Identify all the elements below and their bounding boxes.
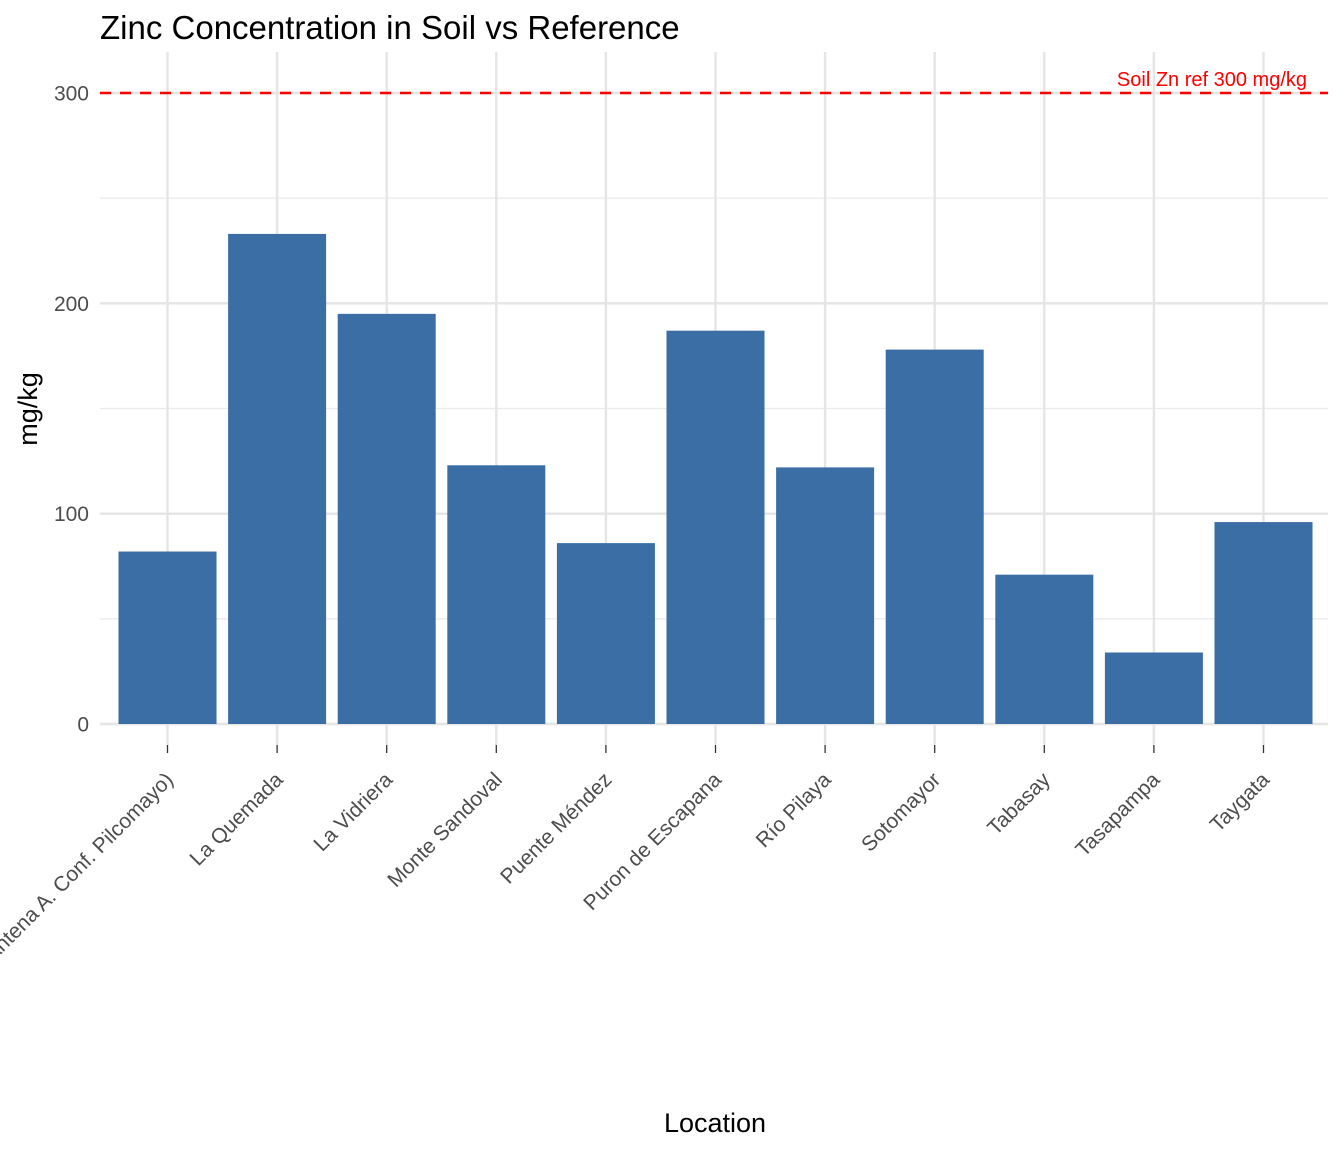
reference-line-label: Soil Zn ref 300 mg/kg [1117, 69, 1307, 91]
x-tick-label: Puente Méndez [496, 768, 616, 888]
y-tick-label: 0 [77, 714, 89, 737]
y-tick-label: 300 [54, 83, 89, 106]
y-tick-label: 200 [54, 293, 89, 316]
x-tick-label: Río Pilaya [752, 768, 836, 852]
y-tick-label: 100 [54, 503, 89, 526]
reference-line-group: Soil Zn ref 300 mg/kg [100, 69, 1328, 95]
bar [776, 467, 875, 724]
x-tick-label: La Vidriera [309, 768, 397, 856]
x-tick-label: Cañón del Pilaya (Antena A. Conf. Pilcom… [0, 768, 178, 1087]
x-tick-label: Tasapampa [1071, 768, 1164, 861]
x-tick-label: Sotomayor [857, 768, 945, 856]
x-tick-label: La Quemada [186, 768, 288, 870]
bar [556, 543, 655, 724]
bar [1104, 652, 1203, 724]
x-axis-ticks: Cañón del Pilaya (Antena A. Conf. Pilcom… [0, 745, 1274, 1087]
bar [995, 574, 1094, 724]
bar [1214, 522, 1313, 724]
chart-title: Zinc Concentration in Soil vs Reference [100, 9, 680, 46]
x-tick-label: Monte Sandoval [383, 768, 507, 892]
bar [447, 465, 546, 724]
x-tick-label: Taygata [1206, 768, 1274, 836]
bar [337, 313, 436, 724]
y-axis-title: mg/kg [13, 372, 43, 446]
bar [118, 551, 217, 724]
bar [885, 349, 984, 724]
x-tick-label: Tabasay [983, 768, 1055, 840]
y-axis-ticks: 0 100 200 300 [54, 83, 89, 737]
bar [228, 233, 327, 724]
x-axis-title: Location [664, 1108, 766, 1138]
bars [118, 233, 1313, 724]
bar [666, 330, 765, 724]
